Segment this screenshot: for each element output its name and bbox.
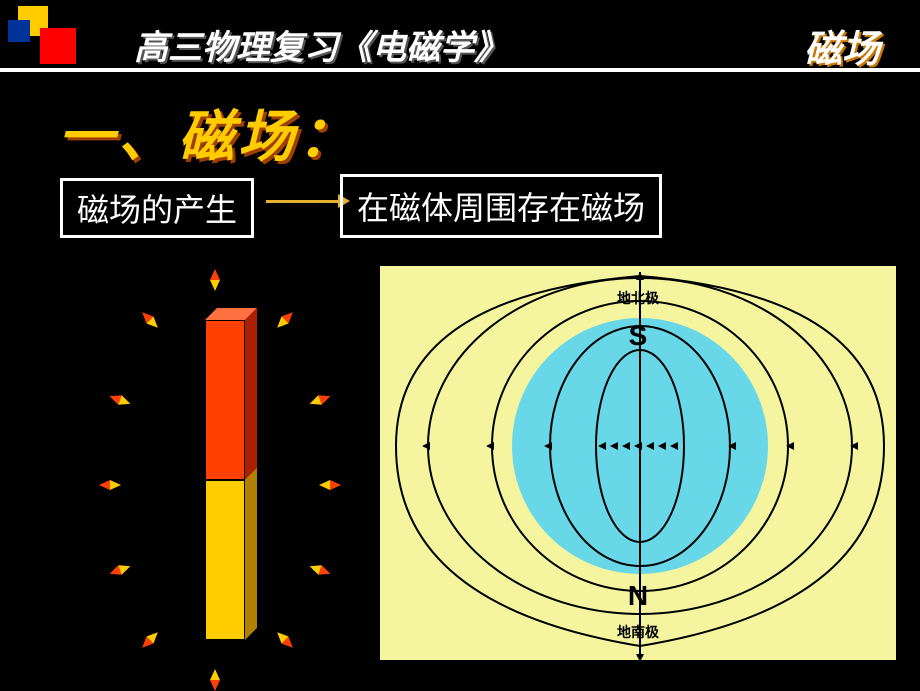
n-pole-letter: N bbox=[628, 580, 648, 612]
compass-needle bbox=[139, 309, 162, 332]
corner-logo bbox=[8, 6, 86, 64]
concept-box-source: 磁场的产生 bbox=[60, 178, 254, 238]
bar-magnet bbox=[205, 320, 245, 640]
compass-needle bbox=[319, 480, 341, 490]
header-title-right: 磁场 磁场 bbox=[804, 18, 880, 73]
arrow-connector bbox=[266, 200, 340, 203]
header-title-left: 高三物理复习《电磁学》 高三物理复习《电磁学》 bbox=[134, 20, 508, 69]
compass-needle bbox=[108, 562, 132, 579]
compass-needle bbox=[210, 269, 220, 291]
compass-needle bbox=[99, 480, 121, 490]
earth-field-diagram: 地北极 S N 地南极 bbox=[378, 264, 898, 662]
bar-magnet-diagram bbox=[50, 240, 390, 690]
compass-needle bbox=[274, 629, 297, 652]
compass-needle bbox=[274, 309, 297, 332]
south-pole-label: 地南极 bbox=[617, 622, 659, 642]
s-pole-letter: S bbox=[629, 320, 648, 352]
compass-needle bbox=[210, 669, 220, 691]
concept-box-result: 在磁体周围存在磁场 bbox=[340, 174, 662, 238]
compass-needle bbox=[139, 629, 162, 652]
compass-needle bbox=[308, 392, 332, 409]
compass-needle bbox=[308, 562, 332, 579]
header-divider bbox=[0, 68, 920, 72]
section-title: 一、磁场： 一、磁场： bbox=[58, 92, 358, 173]
compass-needle bbox=[108, 392, 132, 409]
north-pole-label: 地北极 bbox=[617, 288, 659, 308]
